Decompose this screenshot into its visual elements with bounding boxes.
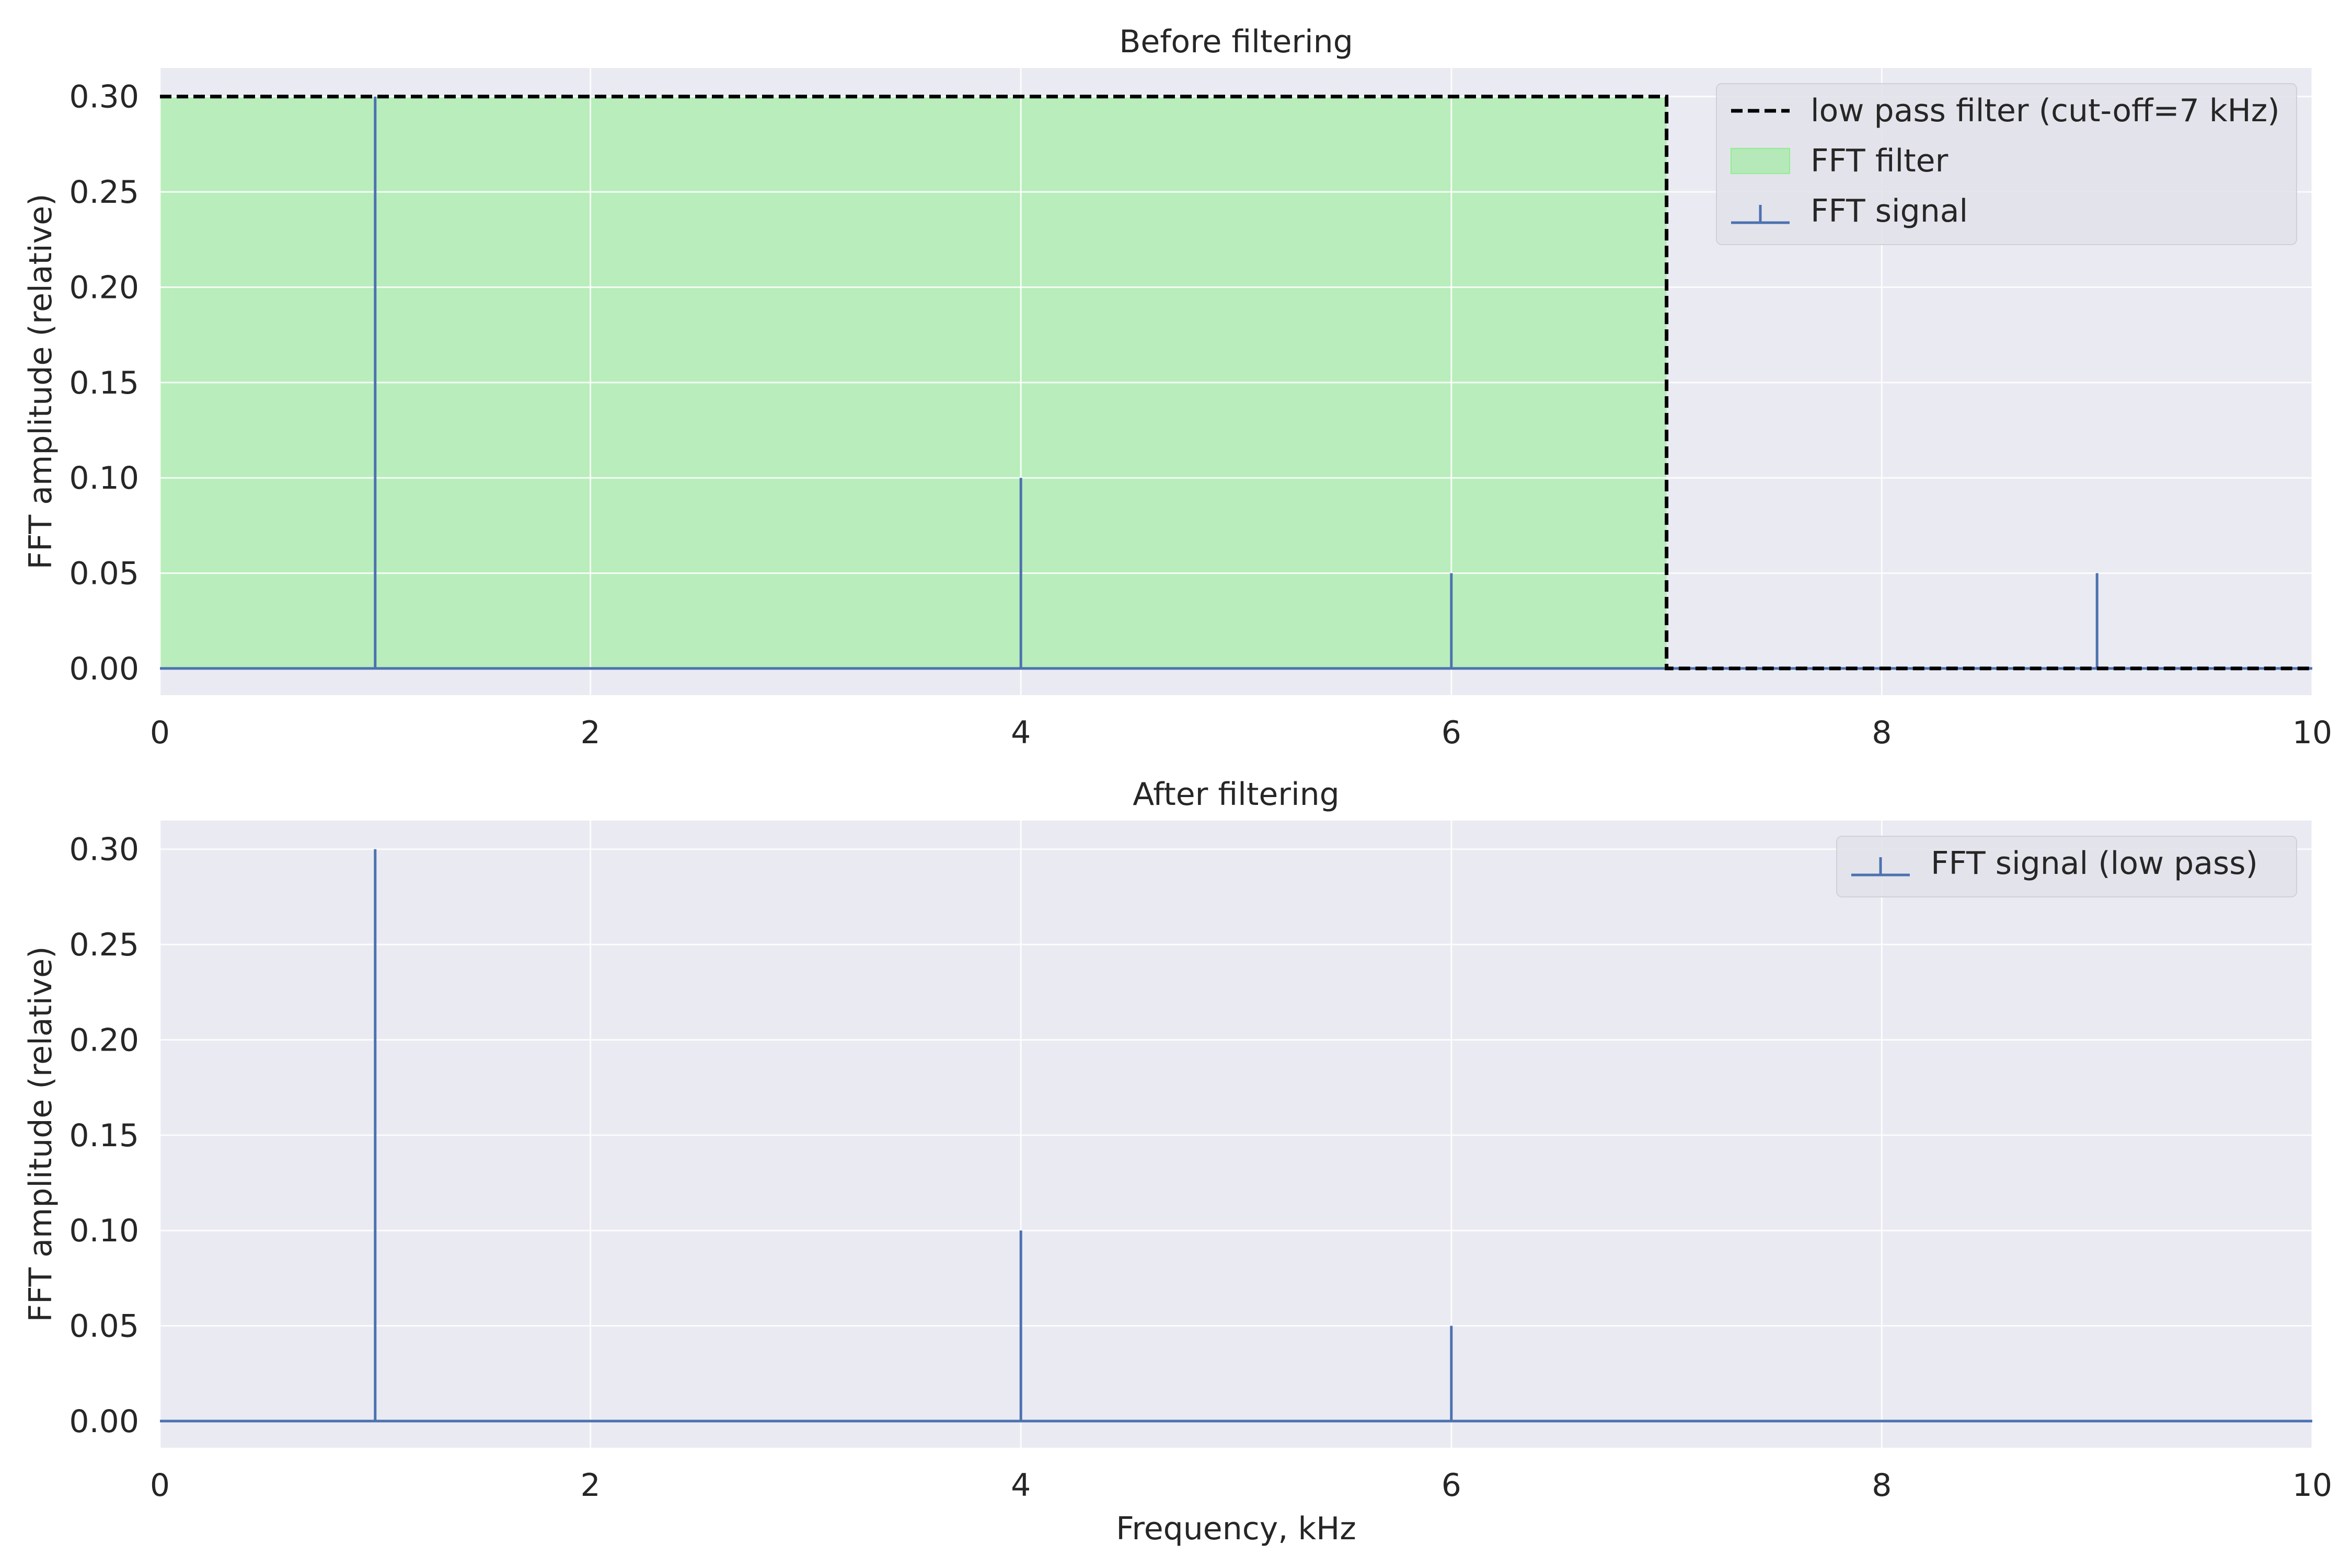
y-tick-label-4: 0.20 [69,269,139,306]
legend-box [1716,83,2297,245]
legend-label-1: FFT filter [1811,143,1949,179]
x-tick-label-4: 8 [1872,1467,1892,1504]
legend-label-0: low pass filter (cut-off=7 kHz) [1811,93,2280,129]
y-tick-label-6: 0.30 [69,79,139,116]
x-tick-label-5: 10 [2292,1467,2332,1504]
legend-label-0: FFT signal (low pass) [1931,845,2258,882]
y-axis-label: FFT amplitude (relative) [22,193,59,569]
x-tick-label-0: 0 [150,1467,170,1504]
y-tick-label-3: 0.15 [69,1117,139,1154]
x-tick-label-1: 2 [581,1467,601,1504]
subplot-title: Before filtering [1119,24,1353,60]
y-tick-label-1: 0.05 [69,1308,139,1345]
y-tick-label-6: 0.30 [69,832,139,868]
legend-marker-filter-patch [1731,148,1790,174]
y-tick-label-5: 0.25 [69,927,139,963]
x-tick-label-5: 10 [2292,714,2332,751]
x-tick-label-2: 4 [1011,714,1031,751]
x-tick-label-3: 6 [1442,714,1461,751]
y-tick-label-2: 0.10 [69,460,139,497]
y-tick-label-0: 0.00 [69,651,139,687]
x-tick-label-4: 8 [1872,714,1892,751]
x-axis-label: Frequency, kHz [1116,1511,1356,1547]
y-axis-label: FFT amplitude (relative) [22,946,59,1322]
y-tick-label-4: 0.20 [69,1022,139,1058]
y-tick-label-2: 0.10 [69,1213,139,1249]
x-tick-label-0: 0 [150,714,170,751]
y-tick-label-5: 0.25 [69,174,139,211]
subplot-title: After filtering [1133,776,1340,813]
legend-box [1836,836,2297,897]
subplot-before-filtering: 0 2 4 6 8 10 0.00 0.05 0.10 0.15 0.20 0.25 0.30 Befor… [22,24,2332,751]
low-pass-filter-line [160,95,2312,671]
x-tick-label-2: 4 [1011,1467,1031,1504]
legend-label-2: FFT signal [1811,193,1968,229]
y-tick-label-0: 0.00 [69,1403,139,1440]
y-tick-label-1: 0.05 [69,556,139,592]
x-tick-label-3: 6 [1442,1467,1461,1504]
subplot-after-filtering: 0 2 4 6 8 10 0.00 0.05 0.10 0.15 0.20 0.25 0.30 After… [22,776,2332,1547]
y-tick-label-3: 0.15 [69,365,139,401]
x-tick-label-1: 2 [581,714,601,751]
axes-background [160,821,2312,1448]
